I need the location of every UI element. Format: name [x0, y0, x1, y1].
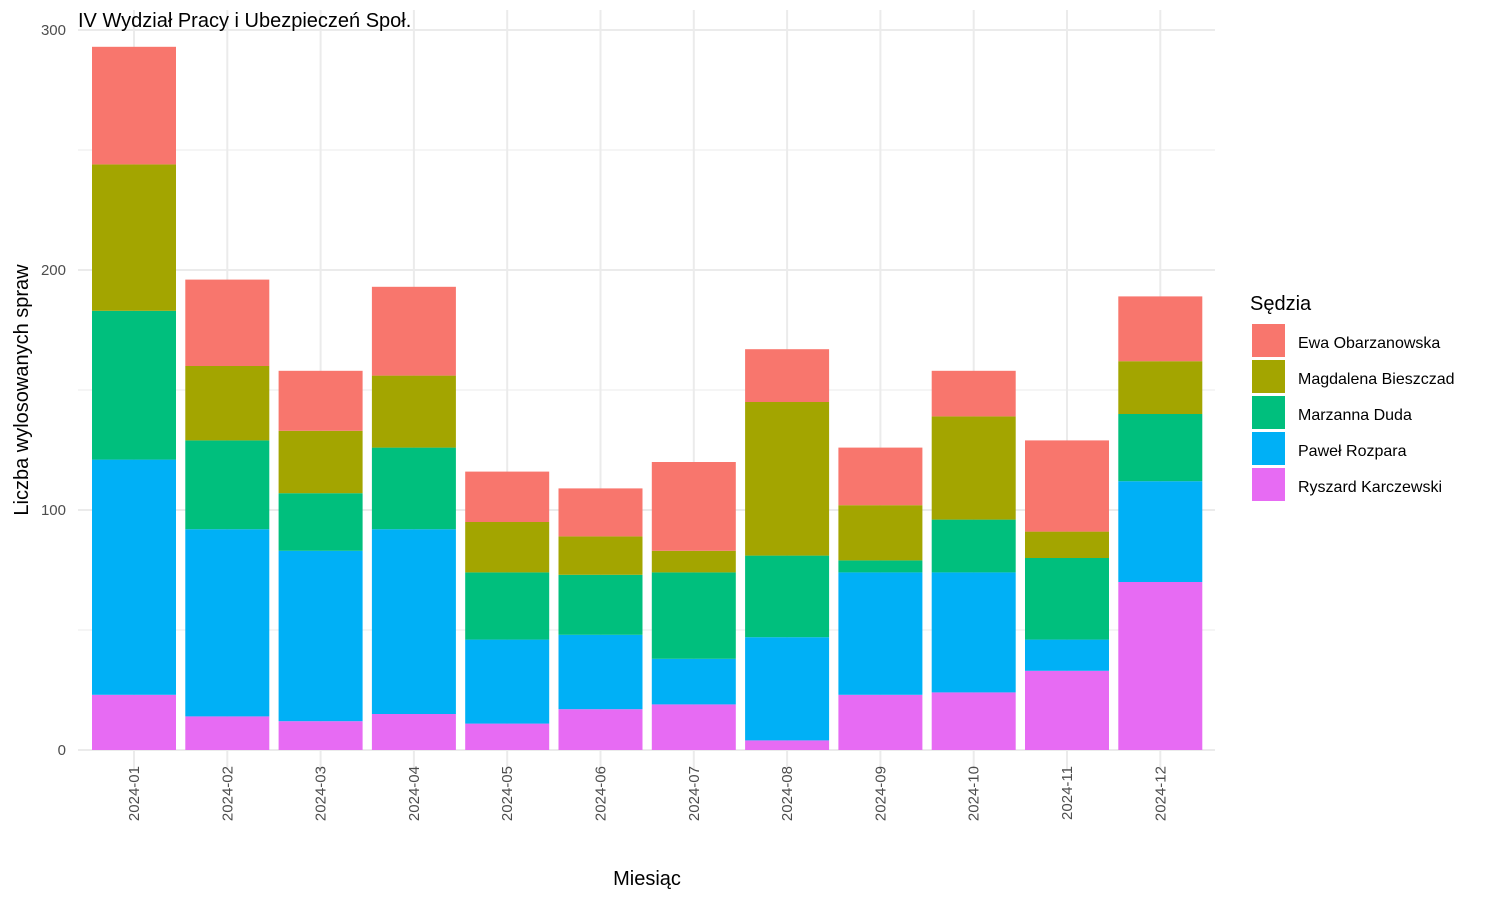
x-tick-label: 2024-05: [499, 766, 516, 821]
x-tick-label: 2024-04: [406, 766, 423, 821]
bar-segment: [371, 375, 456, 448]
bar-segment: [1118, 582, 1203, 750]
bar-segment: [931, 370, 1016, 417]
bar-segment: [1025, 558, 1109, 640]
bar-segment: [931, 572, 1016, 693]
bar-segment: [1025, 639, 1109, 671]
x-tick-label: 2024-03: [313, 766, 330, 821]
bar-segment: [558, 634, 643, 710]
bar-segment: [558, 536, 643, 575]
y-tick-label: 200: [41, 262, 66, 279]
bar-segment: [838, 447, 923, 506]
bar-segment: [838, 505, 923, 561]
legend-swatch: [1252, 468, 1285, 501]
bar-segment: [465, 572, 550, 640]
bar-segment: [371, 286, 456, 376]
bar-segment: [1025, 440, 1109, 532]
bar-segment: [1118, 481, 1203, 582]
bar-segment: [278, 430, 363, 494]
bar-segment: [651, 550, 736, 573]
bar-segment: [465, 639, 550, 724]
x-tick-label: 2024-12: [1152, 766, 1169, 821]
bar-segment: [1118, 361, 1203, 414]
bar-segment: [185, 529, 270, 717]
bar-segment: [745, 402, 830, 556]
chart-bars: [92, 46, 1203, 750]
bar-segment: [278, 550, 363, 722]
bar-segment: [185, 440, 270, 530]
y-axis-ticks: 0 100 200 300: [41, 22, 66, 759]
bar-segment: [92, 310, 176, 460]
bar-segment: [92, 459, 176, 695]
bar-segment: [745, 637, 830, 741]
bar-segment: [838, 694, 923, 750]
bar-segment: [931, 519, 1016, 573]
y-tick-label: 100: [41, 502, 66, 519]
x-axis-title: Miesiąc: [613, 868, 681, 890]
legend-label: Magdalena Bieszczad: [1298, 371, 1455, 388]
legend-swatch: [1252, 360, 1285, 393]
bar-segment: [92, 164, 176, 311]
bar-segment: [371, 447, 456, 530]
y-tick-label: 300: [41, 22, 66, 39]
bar-segment: [1118, 296, 1203, 362]
bar-segment: [651, 572, 736, 659]
bar-segment: [651, 704, 736, 750]
x-tick-label: 2024-01: [126, 766, 143, 821]
bar-segment: [651, 462, 736, 551]
y-axis-title: Liczba wylosowanych spraw: [11, 264, 33, 516]
bar-segment: [931, 416, 1016, 520]
legend: Sędzia Ewa Obarzanowska Magdalena Bieszcz…: [1250, 293, 1455, 501]
bar-segment: [278, 721, 363, 750]
x-tick-label: 2024-10: [966, 766, 983, 821]
bar-segment: [838, 572, 923, 695]
x-tick-label: 2024-09: [872, 766, 889, 821]
bar-segment: [558, 709, 643, 750]
y-tick-label: 0: [58, 742, 66, 759]
bar-segment: [371, 714, 456, 750]
bar-segment: [558, 488, 643, 537]
x-tick-label: 2024-07: [686, 766, 703, 821]
bar-segment: [651, 658, 736, 705]
x-tick-label: 2024-08: [779, 766, 796, 821]
bar-segment: [1025, 670, 1109, 750]
bar-segment: [371, 529, 456, 714]
x-tick-label: 2024-06: [593, 766, 610, 821]
bar-segment: [838, 560, 923, 573]
legend-label: Marzanna Duda: [1298, 407, 1412, 424]
bar-segment: [558, 574, 643, 635]
legend-title: Sędzia: [1250, 293, 1312, 315]
bar-segment: [1118, 414, 1203, 482]
bar-segment: [278, 370, 363, 431]
x-tick-label: 2024-02: [219, 766, 236, 821]
legend-swatch: [1252, 432, 1285, 465]
legend-swatch: [1252, 324, 1285, 357]
bar-segment: [465, 522, 550, 573]
bar-segment: [465, 471, 550, 522]
x-tick-label: 2024-11: [1059, 766, 1076, 820]
bar-segment: [185, 366, 270, 441]
bar-segment: [745, 555, 830, 638]
x-axis-ticks: 2024-01 2024-02 2024-03 2024-04 2024-05 2024-…: [126, 766, 1169, 821]
bar-segment: [465, 723, 550, 750]
legend-label: Ewa Obarzanowska: [1298, 335, 1440, 352]
bar-segment: [1025, 531, 1109, 558]
bar-segment: [278, 493, 363, 551]
legend-label: Paweł Rozpara: [1298, 443, 1407, 460]
bar-segment: [92, 46, 176, 165]
bar-segment: [745, 349, 830, 402]
bar-segment: [185, 279, 270, 366]
bar-segment: [185, 716, 270, 750]
bar-segment: [92, 694, 176, 750]
bar-segment: [745, 740, 830, 750]
legend-swatch: [1252, 396, 1285, 429]
bar-segment: [931, 692, 1016, 750]
chart-title: IV Wydział Pracy i Ubezpieczeń Społ.: [78, 10, 411, 32]
legend-label: Ryszard Karczewski: [1298, 479, 1442, 496]
